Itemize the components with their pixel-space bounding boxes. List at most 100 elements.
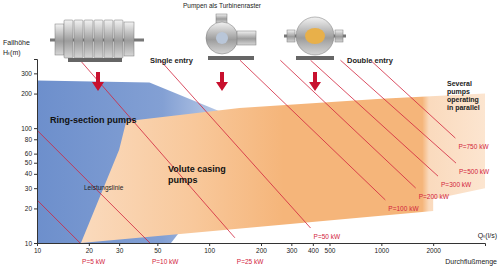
line-label: P=500 kW xyxy=(459,168,490,175)
volute xyxy=(206,22,238,54)
power-line xyxy=(311,60,438,176)
tick-label: 60 xyxy=(25,150,33,157)
tick-mark xyxy=(313,243,314,246)
tick-mark xyxy=(34,208,37,209)
line-label: P=50 kW xyxy=(314,233,341,240)
annotation: Single entry xyxy=(150,56,194,65)
annotation: Severalpumpsoperatingin parallel xyxy=(447,80,480,112)
tick-mark xyxy=(34,188,37,189)
tick: 50 xyxy=(154,243,162,254)
y-axis: 10 20 30 40 50 60 80 100 200 300 xyxy=(21,60,37,247)
tick: 30 xyxy=(116,243,124,254)
power-line xyxy=(37,200,80,243)
tick: 20 xyxy=(25,205,37,212)
text-line: P=5 kW xyxy=(82,258,106,265)
motor xyxy=(237,31,256,45)
base xyxy=(68,58,122,62)
tick-label: 200 xyxy=(21,90,32,97)
annotation: Leistungslinie xyxy=(84,184,124,192)
stage xyxy=(64,20,73,58)
tick-mark xyxy=(89,243,90,246)
axis-line xyxy=(34,60,38,244)
tick: 100 xyxy=(21,125,37,132)
tick-mark xyxy=(330,243,331,246)
title: Pumpen als Turbinenraster xyxy=(183,2,262,10)
tick: 50 xyxy=(25,159,37,166)
stage xyxy=(74,20,83,58)
text-line: Volute casing xyxy=(168,164,226,174)
pump-illustrations xyxy=(50,14,346,91)
arrow xyxy=(92,72,104,91)
tick-mark xyxy=(34,174,37,175)
region-label: Ring-section pumps xyxy=(50,115,137,125)
tick-label: 10 xyxy=(25,240,33,247)
tick: 300 xyxy=(286,243,297,254)
tick: 30 xyxy=(25,185,37,192)
x-axis: 1020305010020030040050010002000 xyxy=(34,243,486,254)
text-line: Single entry xyxy=(150,56,194,65)
tick-label: 100 xyxy=(21,125,32,132)
text-line: P=25 kW xyxy=(237,258,264,265)
power-line xyxy=(340,60,456,163)
tick: 40 xyxy=(25,170,37,177)
tick: 10 xyxy=(25,240,37,247)
tick-label: 200 xyxy=(256,247,267,254)
tick-label: 40 xyxy=(25,170,33,177)
ring-section-pump-image xyxy=(50,20,144,62)
impeller xyxy=(216,32,228,44)
tick-mark xyxy=(34,163,37,164)
line-label: P=200 kW xyxy=(419,193,450,200)
tick: 200 xyxy=(256,243,267,254)
text-line: P=300 kW xyxy=(441,181,472,188)
tick: 100 xyxy=(204,243,215,254)
tick: 200 xyxy=(21,90,37,97)
line-label: P=5 kW xyxy=(82,258,106,265)
text-line: in parallel xyxy=(447,104,480,112)
text-line: P=200 kW xyxy=(419,193,450,200)
tick-label: 300 xyxy=(21,70,32,77)
text-line: P=10 kW xyxy=(152,258,179,265)
text-line: Several xyxy=(447,80,472,87)
single-entry-pump-image xyxy=(206,14,256,60)
labels: Ring-section pumps Volute casing pumps P=5 … xyxy=(3,2,497,266)
arrow xyxy=(216,72,228,91)
tick-label: 80 xyxy=(25,136,33,143)
tick-label: 500 xyxy=(325,247,336,254)
bearing xyxy=(335,30,343,42)
tick: 500 xyxy=(325,243,336,254)
stage xyxy=(94,20,103,58)
stage xyxy=(104,20,113,58)
text-line: pumps xyxy=(447,88,470,96)
tick-mark xyxy=(433,243,434,246)
line-label: P=750 kW xyxy=(458,143,489,150)
tick-mark xyxy=(261,243,262,246)
text-line: P=50 kW xyxy=(314,233,341,240)
volute xyxy=(296,17,334,55)
tick: 80 xyxy=(25,136,37,143)
tick-mark xyxy=(34,243,37,244)
tick-mark xyxy=(291,243,292,246)
tick-label: 50 xyxy=(154,247,162,254)
tick-mark xyxy=(34,128,37,129)
chart: 1020305010020030040050010002000102030405… xyxy=(0,0,500,268)
power-line xyxy=(80,60,235,238)
bearing xyxy=(287,30,295,42)
tick-label: 20 xyxy=(25,205,33,212)
tick-label: 30 xyxy=(116,247,124,254)
tick-label: 300 xyxy=(286,247,297,254)
tick-mark xyxy=(381,243,382,246)
power-line xyxy=(280,60,415,188)
tick-mark xyxy=(34,73,37,74)
power-line xyxy=(370,60,455,138)
axis-title: Fallhöhe xyxy=(3,39,30,46)
annotation: Double entry xyxy=(347,56,394,65)
tick: 20 xyxy=(86,243,94,254)
tick-mark xyxy=(119,243,120,246)
tick-label: 10 xyxy=(34,247,42,254)
casing-end xyxy=(124,22,134,56)
text-line: P=100 kW xyxy=(388,205,419,212)
text-line: Double entry xyxy=(347,56,394,65)
double-entry-pump-image xyxy=(284,17,346,60)
region xyxy=(81,94,485,243)
text-line: Leistungslinie xyxy=(84,184,124,192)
